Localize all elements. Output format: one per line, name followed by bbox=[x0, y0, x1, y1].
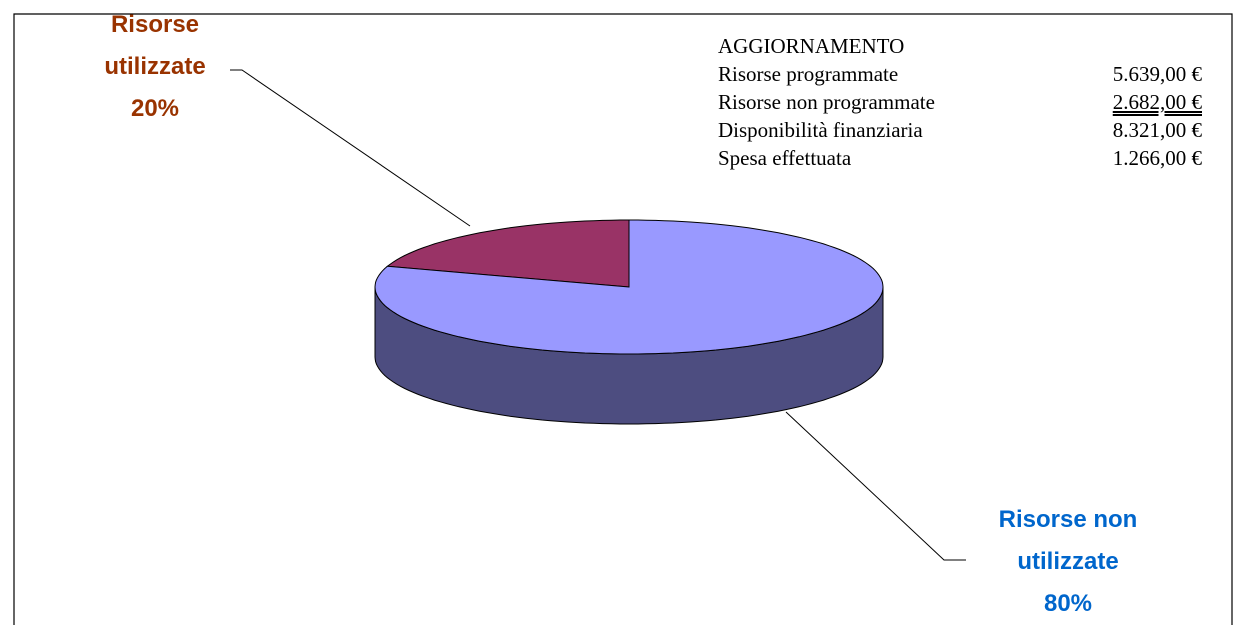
info-box: AGGIORNAMENTO Risorse programmate 5.639,0… bbox=[718, 32, 1202, 196]
info-row: Disponibilità finanziaria 8.321,00 € bbox=[718, 116, 1202, 144]
data-label: Risorse utilizzate 20% bbox=[70, 4, 240, 130]
frame bbox=[13, 13, 1233, 625]
info-value: 8.321,00 € bbox=[1112, 118, 1202, 142]
info-title: AGGIORNAMENTO bbox=[718, 34, 905, 58]
info-label: Risorse non programmate bbox=[718, 90, 935, 114]
value-label: 80% bbox=[1043, 590, 1093, 617]
value-label: 20% bbox=[130, 95, 180, 122]
pie-slice bbox=[386, 219, 630, 288]
info-row: Risorse non programmate 2.682,00 € bbox=[718, 88, 1202, 116]
leader-line bbox=[230, 69, 471, 227]
info-label: Spesa effettuata bbox=[718, 146, 852, 170]
category-label: Risorse non utilizzate bbox=[998, 506, 1138, 575]
info-value: 5.639,00 € bbox=[1112, 62, 1202, 86]
pie-slice bbox=[374, 219, 884, 355]
info-row: Spesa effettuata 1.266,00 € bbox=[718, 144, 1202, 172]
category-label: Risorse utilizzate bbox=[104, 11, 206, 80]
info-label: Risorse programmate bbox=[718, 62, 899, 86]
info-label: Disponibilità finanziaria bbox=[718, 118, 923, 142]
data-label: Risorse non utilizzate 80% bbox=[965, 499, 1171, 625]
info-value: 2.682,00 € bbox=[1112, 90, 1202, 114]
info-value: 1.266,00 € bbox=[1112, 146, 1202, 170]
info-row: Risorse programmate 5.639,00 € bbox=[718, 60, 1202, 88]
leader-line bbox=[785, 411, 966, 561]
